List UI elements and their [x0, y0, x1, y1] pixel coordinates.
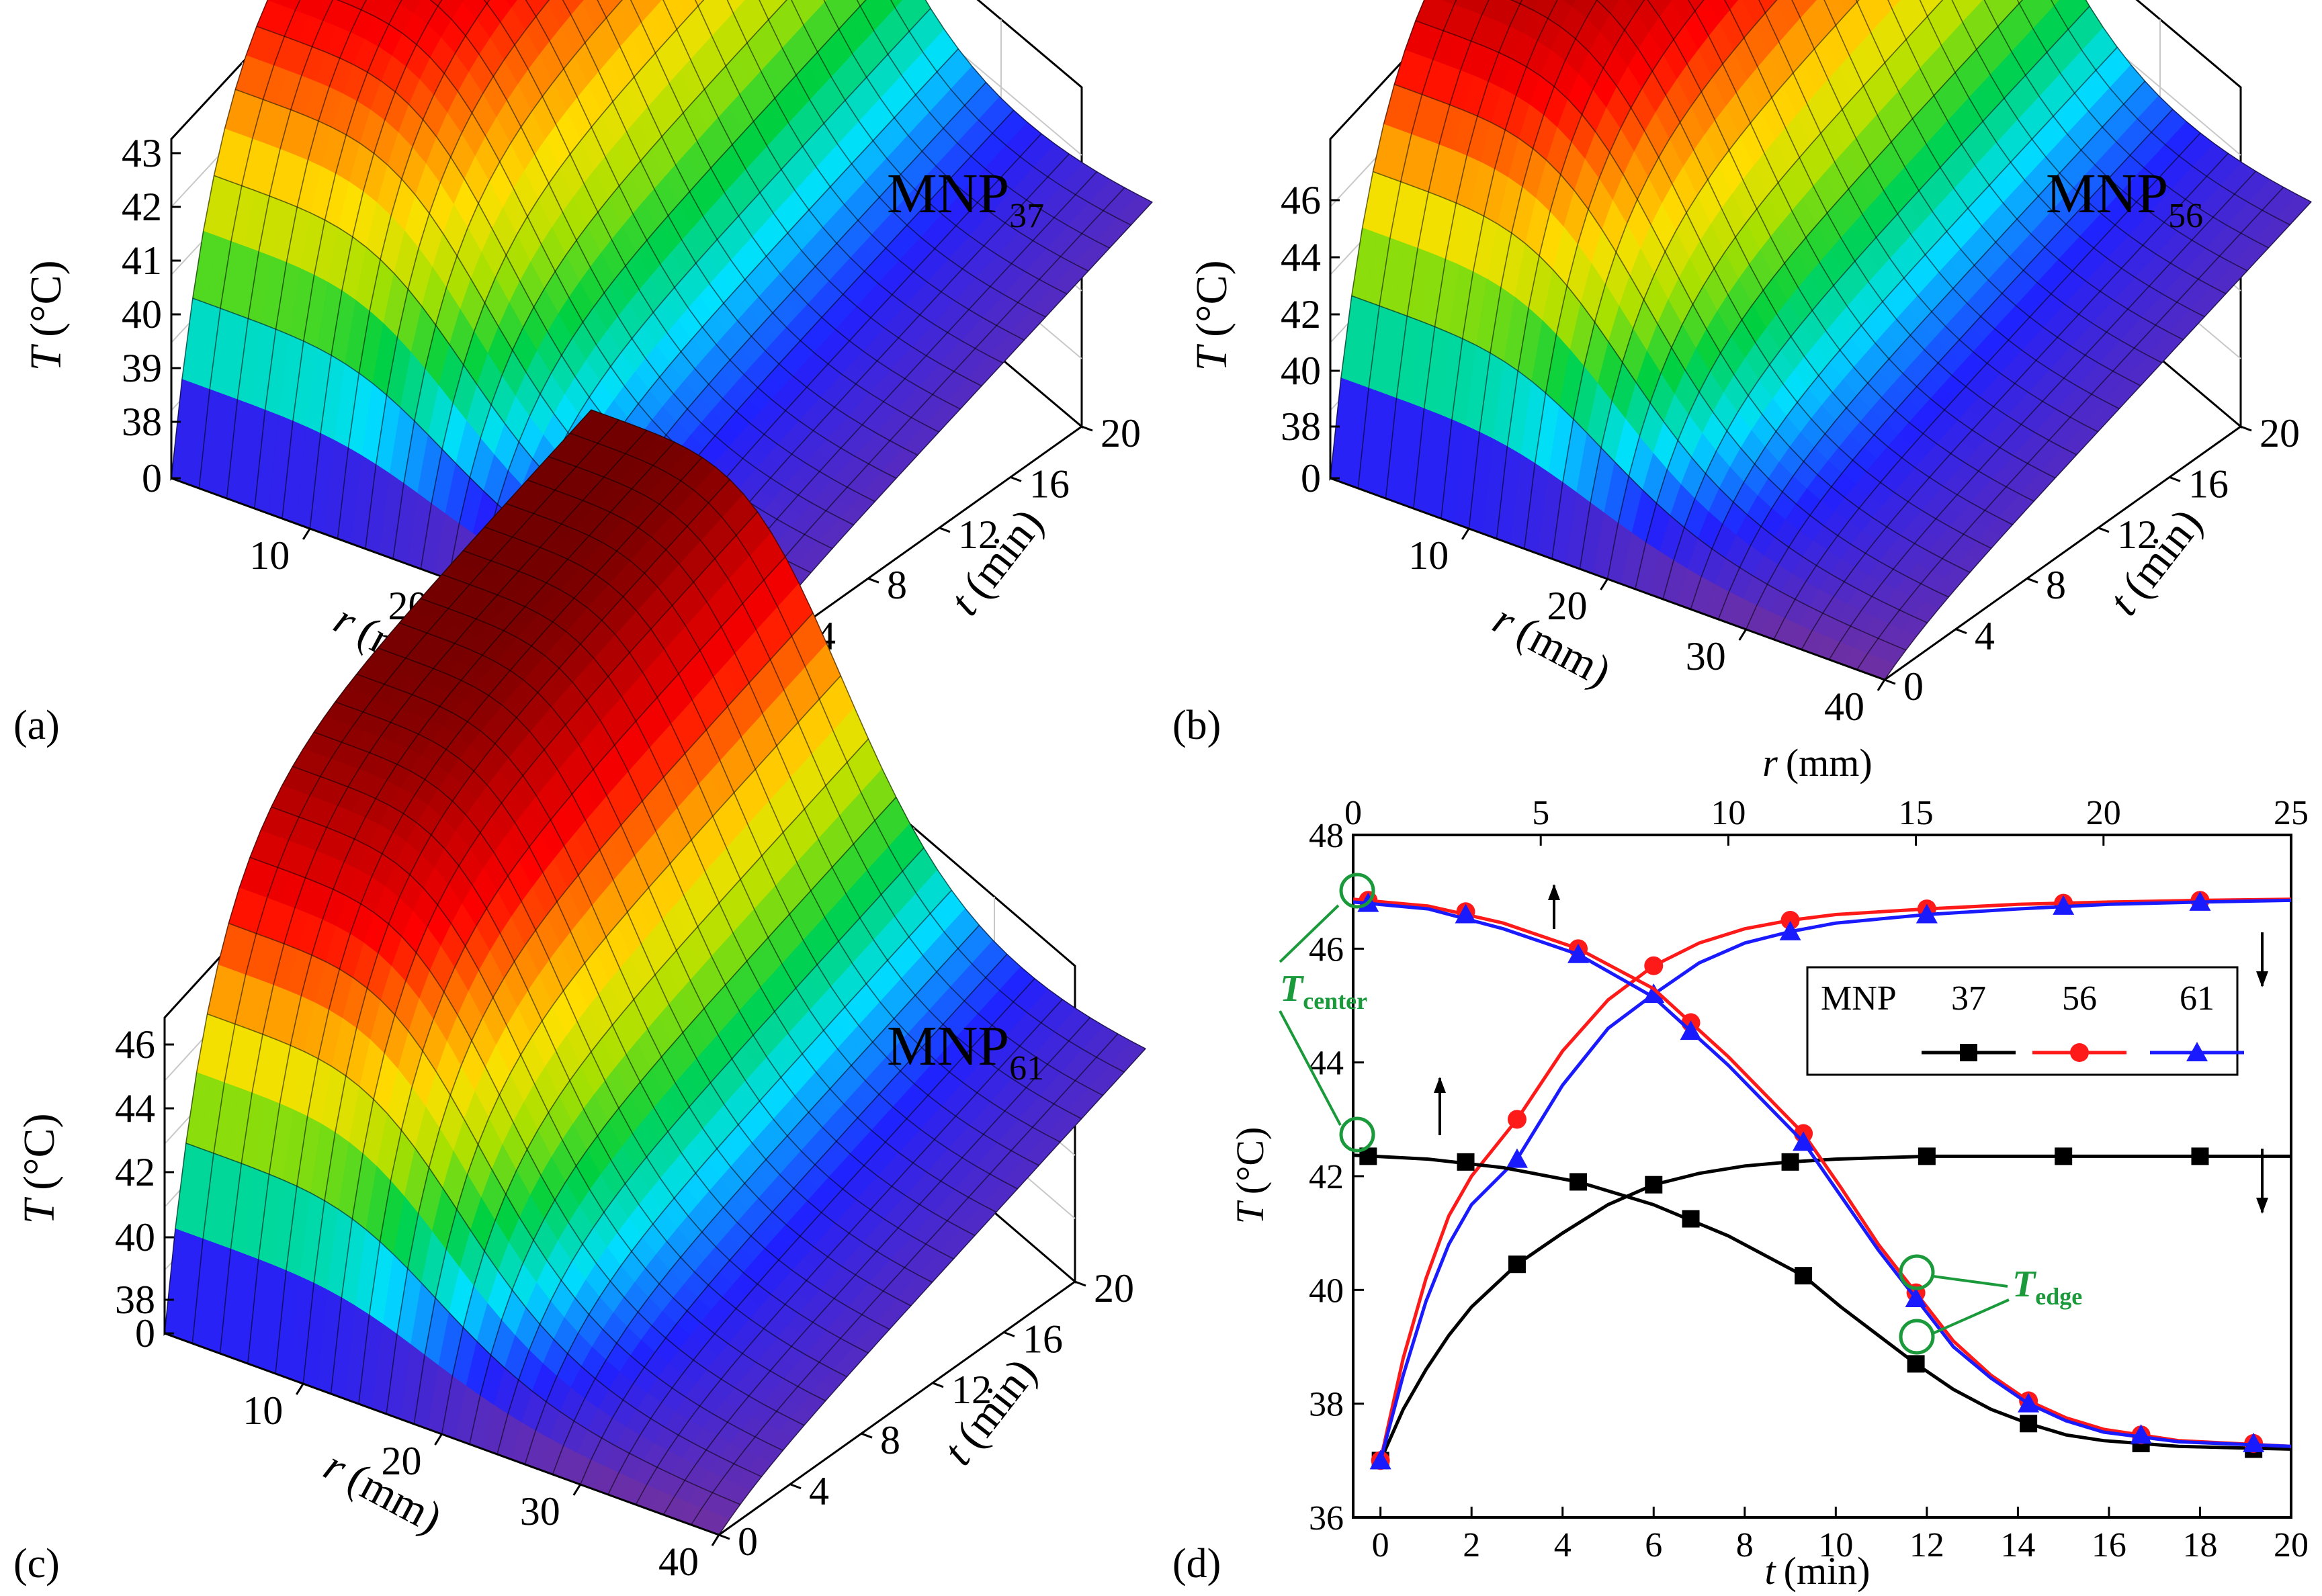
- z-tick-label: 42: [122, 185, 162, 229]
- y-tick: [939, 528, 950, 532]
- x-tick-label: 30: [1686, 634, 1726, 678]
- y-tick: [1010, 477, 1021, 481]
- y-tick: [1956, 629, 1967, 633]
- z-tick-label: 42: [1281, 292, 1321, 337]
- y-tick: [1885, 680, 1895, 684]
- z-tick-label: 38: [122, 400, 162, 444]
- z-tick-label: 41: [122, 238, 162, 283]
- panel-label-b: (b): [1172, 703, 1221, 748]
- y-tick-label: 16: [2188, 461, 2229, 506]
- y-tick-label: 16: [1029, 461, 1070, 506]
- z-tick-label: 40: [1281, 349, 1321, 393]
- x-tick: [1462, 529, 1469, 539]
- z-tick-label: 46: [1281, 178, 1321, 222]
- y-tick-label: 4: [1975, 614, 1995, 658]
- x-tick: [1739, 629, 1746, 640]
- x-tick: [1878, 680, 1885, 691]
- x-tick-label: 10: [249, 533, 290, 578]
- z-tick-label: 38: [1281, 404, 1321, 449]
- x-tick-label: 40: [1824, 684, 1864, 729]
- z-tick-label: 40: [122, 292, 162, 337]
- panel-label-a: (a): [13, 703, 60, 748]
- x-tick: [1601, 579, 1608, 590]
- z-tick-label: 0: [142, 456, 162, 500]
- y-tick: [2169, 477, 2180, 481]
- y-tick-label: 20: [1101, 411, 1141, 455]
- z-tick-label: 43: [122, 131, 162, 175]
- y-tick-label: 0: [1903, 664, 1924, 709]
- x-tick: [303, 529, 310, 539]
- y-tick: [2098, 528, 2109, 532]
- z-tick-label: 39: [122, 346, 162, 390]
- z-axis-title-a: T(°C): [22, 260, 71, 371]
- z-tick-label: 0: [1301, 456, 1321, 500]
- y-tick: [1082, 427, 1092, 431]
- y-tick: [2027, 578, 2038, 582]
- z-axis-title-b: T(°C): [1187, 260, 1236, 371]
- x-tick-label: 10: [1408, 533, 1449, 578]
- y-tick-label: 8: [2046, 563, 2066, 607]
- y-tick: [2241, 427, 2251, 431]
- z-tick-label: 44: [1281, 235, 1321, 279]
- y-tick: [868, 578, 879, 582]
- y-tick-label: 20: [2260, 411, 2300, 455]
- y-tick-label: 8: [887, 563, 907, 607]
